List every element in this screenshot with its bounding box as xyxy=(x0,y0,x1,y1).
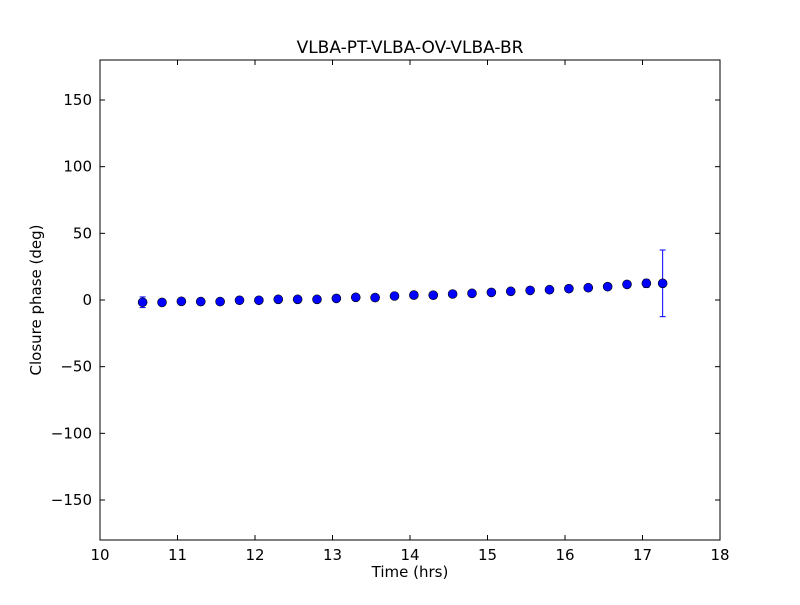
data-point xyxy=(447,289,458,299)
data-point xyxy=(583,282,594,293)
data-point xyxy=(195,296,206,307)
data-point xyxy=(331,293,342,304)
data-point xyxy=(486,287,497,298)
data-point xyxy=(525,285,535,296)
data-point xyxy=(312,294,322,305)
x-tick-label: 14 xyxy=(400,546,419,564)
data-point xyxy=(234,295,245,306)
chart-title: VLBA-PT-VLBA-OV-VLBA-BR xyxy=(297,38,524,58)
y-axis-label: Closure phase (deg) xyxy=(27,225,45,376)
y-tick-label: 50 xyxy=(73,224,92,242)
data-point xyxy=(428,290,439,301)
data-point xyxy=(350,292,361,303)
y-tick-label: 0 xyxy=(82,291,92,309)
x-tick-label: 16 xyxy=(555,546,574,564)
x-tick-label: 11 xyxy=(168,546,187,564)
data-point xyxy=(157,297,167,308)
y-tick-label: 150 xyxy=(63,91,92,109)
data-point xyxy=(273,294,284,305)
data-point xyxy=(176,296,187,307)
data-point xyxy=(602,281,613,292)
x-tick-label: 13 xyxy=(323,546,342,564)
data-point xyxy=(137,297,148,308)
x-axis-label: Time (hrs) xyxy=(371,563,449,581)
data-point xyxy=(467,288,477,299)
data-point xyxy=(254,295,264,306)
data-point xyxy=(215,296,225,307)
data-point xyxy=(641,278,652,289)
plot-area-frame xyxy=(99,59,721,541)
data-point xyxy=(389,291,400,301)
x-tick-label: 18 xyxy=(710,546,729,564)
y-tick-label: 100 xyxy=(63,158,92,176)
x-tick-label: 15 xyxy=(478,546,497,564)
data-point xyxy=(544,284,555,295)
y-tick-label: −150 xyxy=(51,491,92,509)
y-tick-label: −100 xyxy=(51,424,92,442)
x-tick-label: 12 xyxy=(245,546,264,564)
data-point xyxy=(564,283,574,294)
data-point xyxy=(292,294,303,305)
y-tick-label: −50 xyxy=(60,358,92,376)
data-point xyxy=(505,286,516,297)
data-point xyxy=(622,279,632,290)
x-tick-label: 10 xyxy=(90,546,109,564)
x-tick-label: 17 xyxy=(633,546,652,564)
data-point xyxy=(409,290,419,300)
data-point xyxy=(370,292,380,303)
data-point xyxy=(657,278,668,289)
